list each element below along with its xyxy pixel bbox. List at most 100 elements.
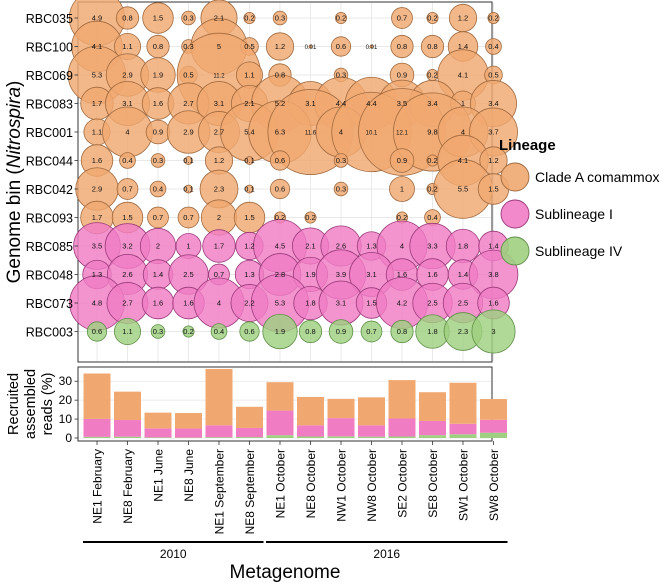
bubble	[272, 10, 288, 26]
bubble-value-label: 0.2	[336, 14, 346, 23]
y-axis-title-italic: Nitrospira	[4, 87, 25, 168]
bin-label: RBC083	[26, 98, 73, 112]
bubble	[389, 148, 415, 173]
bar-segment	[480, 399, 507, 420]
bubble-value-label: 1.7	[92, 99, 102, 108]
bubble-value-label: 1.3	[244, 270, 254, 279]
bubble	[86, 321, 108, 342]
bubble-value-label: 0.4	[427, 213, 437, 222]
bubble-value-label: 1.2	[275, 42, 285, 51]
bubble	[243, 12, 256, 24]
bubble-value-label: 4	[400, 242, 404, 251]
category-label: NE8 June	[182, 449, 196, 502]
bubble	[184, 184, 193, 194]
bar-segment	[83, 373, 111, 419]
bar-segment	[419, 435, 446, 438]
bubble-value-label: 1.5	[366, 299, 376, 308]
legend-label: Sublineage IV	[535, 243, 623, 259]
bubble-value-label: 0.3	[336, 185, 346, 194]
bubble	[269, 150, 291, 171]
bubble-value-label: 1.2	[488, 156, 498, 165]
bubble-value-label: 2.5	[458, 299, 468, 308]
bubble-value-label: 2	[156, 242, 160, 251]
bin-label: RBC001	[26, 126, 73, 140]
bin-label: RBC044	[26, 155, 73, 169]
bubble-value-label: 1.4	[458, 42, 468, 51]
bubble-value-label: 0.8	[397, 42, 407, 51]
bubble-value-label: 2.9	[183, 128, 193, 137]
bubble-value-label: 0.3	[336, 71, 346, 80]
bubble-value-label: 1.6	[183, 299, 193, 308]
bubble	[426, 12, 439, 24]
bubble-value-label: 1.6	[153, 299, 163, 308]
bubble-value-label: 0.6	[244, 327, 254, 336]
bin-axis-labels: RBC035 RBC100 RBC069 RBC083 RBC001 RBC044 RBC0…	[26, 12, 78, 340]
bubble-value-label: 1.8	[427, 327, 437, 336]
bubble	[471, 309, 516, 354]
bar-segment	[419, 420, 446, 436]
bubble-layer: 4.9 0.8 1.5 0.3 2.1 0.2 0.3 0.2 0.7 0.2 1.2 0.2 4.1 1…	[67, 0, 519, 354]
bubble-value-label: 1.9	[153, 71, 163, 80]
bubble-value-label: 1.1	[244, 71, 254, 80]
bar-segment	[266, 382, 294, 411]
legend: Lineage Clade A comammox Sublineage I Subl…	[499, 137, 660, 266]
bubble-value-label: 2.7	[122, 299, 132, 308]
bubble-value-label: 0.3	[183, 42, 193, 51]
legend-swatch	[500, 236, 530, 266]
bubble-value-label: 0.4	[122, 156, 132, 165]
bubble-value-label: 1.9	[275, 327, 285, 336]
bubble-value-label: 1.4	[458, 270, 468, 279]
bubble-value-label: 4.1	[92, 42, 102, 51]
bubble	[304, 211, 317, 224]
bubble-value-label: 1.2	[244, 242, 254, 251]
bubble-value-label: 9.8	[427, 128, 437, 137]
bar-segment	[449, 434, 477, 438]
bar-segment	[419, 392, 446, 421]
bubble	[335, 12, 347, 24]
bubble-value-label: 2.6	[122, 270, 132, 279]
bubble-value-label: 1.2	[458, 14, 468, 23]
bin-label: RBC069	[26, 69, 73, 83]
bubble-value-label: 0.1	[183, 156, 193, 165]
bar-y-tick-label: 30	[59, 374, 73, 388]
bar-segment	[358, 436, 385, 438]
bubble	[269, 178, 291, 200]
bar-segment	[83, 436, 111, 438]
bubble-value-label: 0.3	[275, 14, 285, 23]
bubble	[360, 320, 383, 343]
bubble-value-label: 5.2	[275, 99, 285, 108]
bin-label: RBC100	[26, 41, 73, 55]
bubble-value-label: 5.3	[275, 299, 285, 308]
year-group-label: 2016	[373, 547, 400, 561]
bubble-value-label: 3.1	[214, 99, 224, 108]
bubble	[181, 10, 196, 26]
year-group-label: 2010	[160, 547, 187, 561]
category-label: NW1 October	[335, 449, 349, 522]
bubble-value-label: 3.4	[488, 99, 498, 108]
bubble	[298, 319, 323, 344]
bar-segment	[236, 406, 263, 428]
legend-swatch	[500, 199, 530, 229]
bar-segment	[144, 437, 172, 438]
bubble-value-label: 3.5	[397, 99, 407, 108]
bubble-value-label: 1.8	[458, 242, 468, 251]
bin-label: RBC003	[26, 326, 73, 340]
legend-title: Lineage	[499, 137, 556, 154]
bubble-value-label: 2.9	[122, 71, 132, 80]
bar-segment	[205, 437, 233, 438]
bubble-value-label: 1.3	[92, 270, 102, 279]
bubble-value-label: 0.6	[336, 42, 346, 51]
category-label: NW8 October	[365, 449, 379, 522]
bubble-value-label: 0.2	[183, 327, 193, 336]
bubble-value-label: 1.1	[122, 327, 132, 336]
category-label: NE8 February	[121, 449, 135, 524]
bar-segment	[388, 418, 416, 437]
bar-segment	[480, 419, 507, 433]
bubble	[328, 319, 354, 344]
bin-label: RBC048	[26, 269, 73, 283]
bar-segment	[114, 420, 141, 437]
category-labels: NE1 February NE8 February NE1 June NE8 June…	[91, 441, 501, 534]
bubble-value-label: 0.4	[214, 327, 224, 336]
bubble-value-label: 2.5	[427, 299, 437, 308]
bubble	[150, 153, 166, 168]
